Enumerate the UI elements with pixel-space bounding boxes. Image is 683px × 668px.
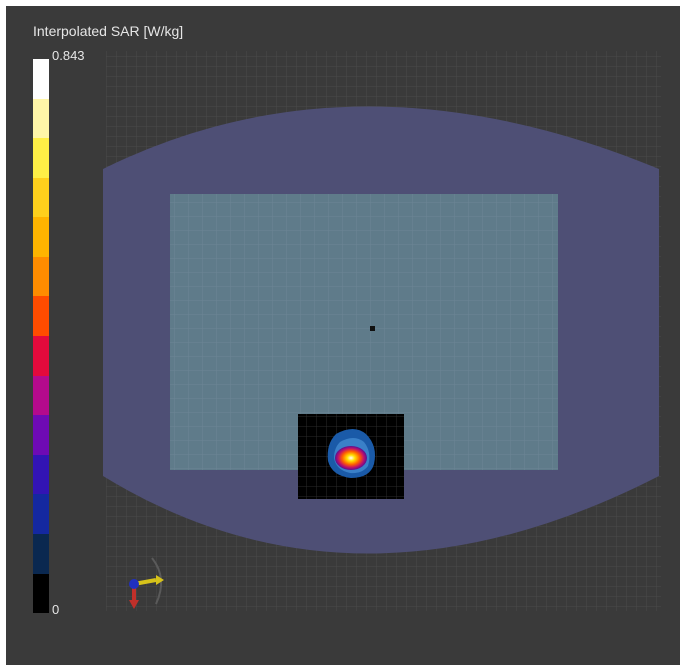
sar-3d-scene[interactable] <box>6 6 680 665</box>
center-marker <box>370 326 375 331</box>
colorbar-segment <box>33 138 49 178</box>
colorbar-segment <box>33 296 49 337</box>
colorbar-segment <box>33 98 49 139</box>
xyz-axes-icon[interactable] <box>129 557 164 609</box>
colorbar-segment <box>33 533 49 574</box>
colorbar-segment <box>33 256 49 297</box>
colorbar-segment <box>33 375 49 416</box>
colorbar-segment <box>33 217 49 257</box>
colorbar-segment <box>33 454 49 495</box>
colorbar-segment <box>33 177 49 218</box>
sar-viewport[interactable]: Interpolated SAR [W/kg] 0.843 0 <box>6 6 680 665</box>
colorbar-segment <box>33 415 49 455</box>
sar-colorbar <box>33 59 49 614</box>
colorbar-segment <box>33 59 49 99</box>
colorbar-segment <box>33 336 49 376</box>
colorbar-segment <box>33 494 49 534</box>
colorbar-max-label: 0.843 <box>52 48 85 63</box>
colorbar-min-label: 0 <box>52 602 60 617</box>
sar-hotspot-peak <box>335 446 367 470</box>
colorbar-title: Interpolated SAR [W/kg] <box>33 23 184 39</box>
colorbar-segment <box>33 573 49 614</box>
